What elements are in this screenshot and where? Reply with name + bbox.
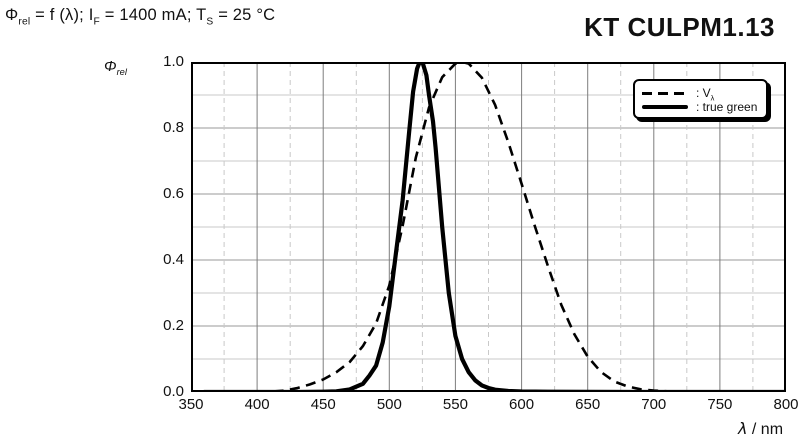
y-tick-label: 0.8 [163,119,184,136]
plot-svg [191,62,786,392]
y-tick-label: 0.6 [163,185,184,202]
x-tick-label: 350 [178,396,204,413]
dashed-line-sample [642,91,688,95]
x-tick-label: 450 [310,396,336,413]
x-tick-label: 650 [575,396,601,413]
y-tick-label: 1.0 [163,53,184,70]
legend-item-true-green: : true green [642,100,760,114]
plot-frame [191,62,786,392]
plot-area [191,62,786,392]
x-axis-unit-label: λ / nm [738,419,784,438]
x-tick-label: 750 [707,396,733,413]
legend-box: : Vλ : true green [633,79,768,119]
x-tick-label: 400 [244,396,270,413]
y-tick-label: 0.4 [163,251,184,268]
x-tick-label: 600 [509,396,535,413]
chart-condition-formula: Φrel = f (λ); IF = 1400 mA; TS = 25 °C [5,6,276,28]
solid-line-sample [642,104,688,110]
y-tick-label: 0.2 [163,317,184,334]
y-tick-label: 0.0 [163,383,184,400]
phi-symbol: Φ [5,6,19,24]
x-tick-label: 550 [442,396,468,413]
part-number-title: KT CULPM1.13 [584,12,775,42]
lambda-symbol: λ [738,419,748,438]
y-axis-label: Φrel [104,58,127,77]
legend-item-v-lambda: : Vλ [642,86,760,102]
x-tick-label: 800 [773,396,799,413]
x-tick-label: 700 [641,396,667,413]
x-tick-label: 500 [376,396,402,413]
